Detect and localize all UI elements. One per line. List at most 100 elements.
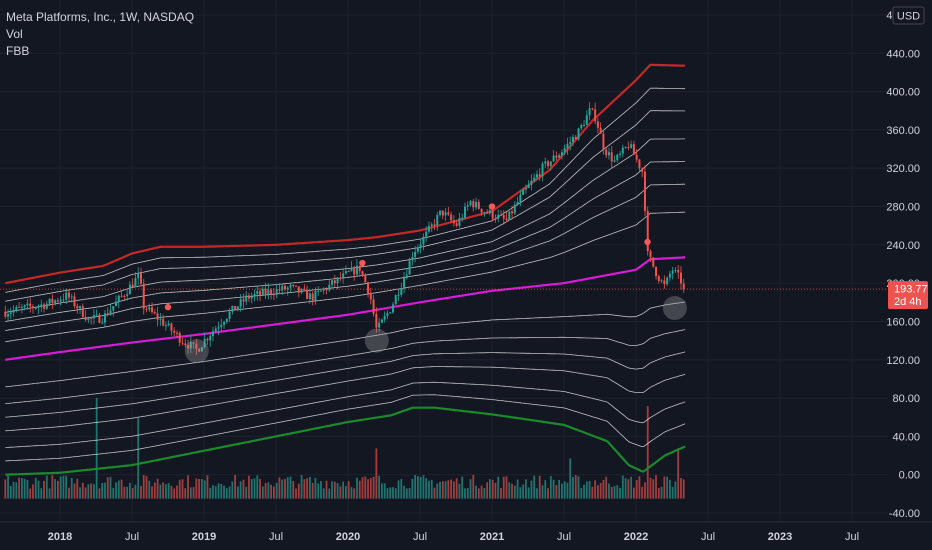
volume-bar xyxy=(331,481,333,499)
volume-bar xyxy=(497,476,500,499)
candle-body xyxy=(286,287,289,290)
volume-bar xyxy=(270,484,273,499)
volume-bar xyxy=(466,488,469,499)
candle-body xyxy=(26,303,29,306)
candle-body xyxy=(250,296,253,299)
volume-bar xyxy=(79,487,81,499)
candle-body xyxy=(59,299,62,302)
band-upper-0 xyxy=(5,211,686,343)
volume-bar xyxy=(364,476,367,499)
candle-body xyxy=(400,287,403,295)
volume-bar xyxy=(500,488,502,499)
y-tick-label: 160.00 xyxy=(886,316,920,328)
zone-marker-6 xyxy=(662,296,687,321)
volume-bar xyxy=(444,481,447,499)
volume-bar xyxy=(286,477,289,499)
volume-bar xyxy=(81,482,84,499)
volume-bar xyxy=(142,474,145,499)
legend-vol[interactable]: Vol xyxy=(6,27,23,41)
volume-bar xyxy=(43,480,45,499)
signal-markers xyxy=(164,203,687,364)
volume-bar xyxy=(447,480,450,499)
candle-body xyxy=(422,236,425,245)
volume-bar xyxy=(480,485,483,499)
candle-body xyxy=(585,115,588,125)
candle-body xyxy=(270,289,273,295)
candle-body xyxy=(231,305,234,312)
x-tick-label: Jul xyxy=(125,531,139,543)
volume-bar xyxy=(641,486,644,499)
candle-body xyxy=(156,313,159,320)
volume-bar xyxy=(306,478,309,499)
candle-body xyxy=(541,163,544,177)
candle-body xyxy=(372,299,375,314)
volume-bar xyxy=(660,486,663,499)
dot-marker-5 xyxy=(644,238,651,246)
candle-body xyxy=(145,308,148,310)
candle-body xyxy=(209,336,212,341)
candle-body xyxy=(519,194,522,202)
candle-body xyxy=(7,314,10,317)
legend-symbol[interactable]: Meta Platforms, Inc., 1W, NASDAQ xyxy=(6,10,195,24)
candle-body xyxy=(583,124,586,126)
candle-body xyxy=(549,161,552,167)
candle-body xyxy=(23,305,26,307)
volume-bar xyxy=(491,479,494,499)
candle-body xyxy=(547,161,550,167)
volume-bar xyxy=(353,488,356,499)
volume-bar xyxy=(549,475,552,499)
x-tick-label: 2023 xyxy=(768,531,792,543)
band-upper-3 xyxy=(5,138,686,313)
x-tick-label: Jul xyxy=(413,531,427,543)
candle-body xyxy=(308,293,311,300)
candle-body xyxy=(247,295,250,299)
candle-body xyxy=(314,290,317,301)
candle-body xyxy=(223,322,226,325)
volume-bar xyxy=(516,479,519,499)
x-axis[interactable]: 2018 Jul 2019 Jul 2020 Jul 2021 Jul 2022 Jul 2023 J… xyxy=(48,531,859,543)
volume-bar xyxy=(9,486,12,499)
volume-bar xyxy=(159,484,162,499)
candle-body xyxy=(491,210,494,219)
volume-bar xyxy=(220,483,223,499)
candle-body xyxy=(488,210,491,214)
volume-bar xyxy=(533,475,536,499)
volume-bar xyxy=(464,488,466,499)
volume-bar xyxy=(452,481,455,499)
band-basis xyxy=(5,256,686,361)
candle-body xyxy=(73,296,76,307)
candle-body xyxy=(367,282,370,294)
band-lower-1 xyxy=(5,329,686,405)
legend: Meta Platforms, Inc., 1W, NASDAQ Vol FBB xyxy=(6,9,194,60)
candle-body xyxy=(236,306,239,311)
candle-body xyxy=(682,283,685,290)
currency-box[interactable]: USD xyxy=(892,6,925,25)
candle-body xyxy=(84,316,87,321)
candle-body xyxy=(29,303,32,307)
candle-body xyxy=(483,212,486,214)
volume-bar xyxy=(214,486,217,499)
candle-body xyxy=(137,273,140,279)
candle-body xyxy=(472,201,475,208)
candle-body xyxy=(397,294,400,296)
candle-body xyxy=(120,295,123,297)
candle-body xyxy=(126,294,129,296)
volume-bar xyxy=(400,479,403,499)
volume-bar xyxy=(236,486,239,499)
volume-bar xyxy=(488,479,491,499)
volume-bar xyxy=(95,398,98,499)
candle-body xyxy=(655,266,658,277)
legend-fbb[interactable]: FBB xyxy=(6,44,30,58)
volume-bar xyxy=(544,480,547,499)
volume-bar xyxy=(137,418,140,499)
candle-body xyxy=(433,224,436,226)
candle-body xyxy=(430,224,433,227)
x-tick-label: Jul xyxy=(269,531,283,543)
volume-bar xyxy=(422,475,425,499)
candle-body xyxy=(342,273,345,279)
candle-body xyxy=(4,311,7,317)
volume-bar xyxy=(671,486,674,499)
volume-bar xyxy=(128,482,131,499)
candle-body xyxy=(552,155,555,162)
